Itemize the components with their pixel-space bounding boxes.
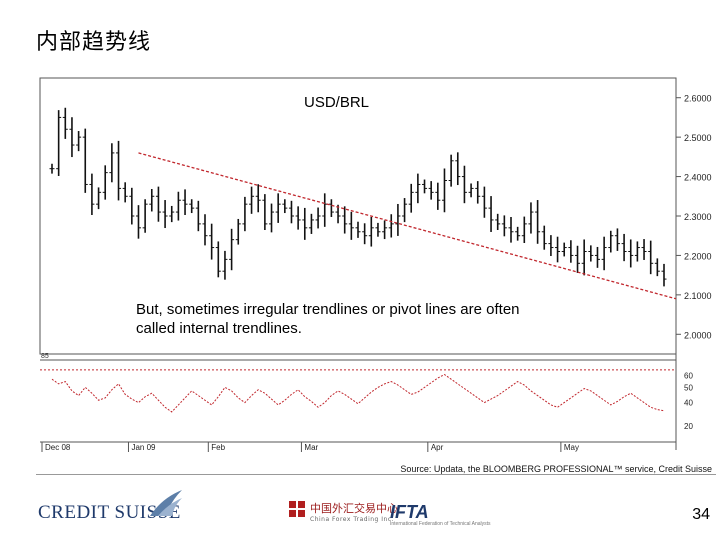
date-tick-label: Feb bbox=[211, 443, 225, 452]
source-note: Source: Updata, the BLOOMBERG PROFESSION… bbox=[400, 464, 712, 474]
osc-marker-label: 85 bbox=[41, 353, 49, 360]
ifta-logo-text: IFTA bbox=[390, 502, 429, 522]
chart-title: USD/BRL bbox=[304, 94, 370, 111]
credit-suisse-logo: CREDIT SUISSE bbox=[38, 502, 181, 523]
cfets-logo: 中国外汇交易中心 China Forex Trading Inc. bbox=[310, 500, 398, 523]
cfets-logo-text: 中国外汇交易中心 bbox=[310, 502, 398, 515]
price-tick-label: 2.2000 bbox=[684, 251, 712, 261]
price-tick-label: 2.3000 bbox=[684, 212, 712, 222]
cfets-mark-icon bbox=[289, 501, 305, 517]
price-tick-label: 2.4000 bbox=[684, 173, 712, 183]
osc-tick-label: 50 bbox=[684, 383, 693, 392]
date-tick-label: Mar bbox=[304, 443, 318, 452]
cfets-logo-subtext: China Forex Trading Inc. bbox=[310, 516, 395, 523]
footer-divider bbox=[36, 474, 716, 475]
page-number: 34 bbox=[692, 506, 710, 523]
price-tick-label: 2.0000 bbox=[684, 330, 712, 340]
price-tick-label: 2.6000 bbox=[684, 94, 712, 104]
oscillator-line bbox=[51, 373, 665, 413]
date-tick-label: Apr bbox=[431, 443, 444, 452]
trendline bbox=[138, 152, 677, 300]
osc-tick-label: 60 bbox=[684, 372, 693, 381]
slide-title: 内部趋势线 bbox=[36, 30, 152, 55]
chart-annotation: But, sometimes irregular trendlines or p… bbox=[136, 301, 520, 337]
date-tick-label: Jan 09 bbox=[131, 443, 156, 452]
chart-canvas: 2.6000 2.5000 2.4000 2.3000 2.2000 2.1000 2.00… bbox=[39, 77, 712, 452]
ifta-logo: IFTA International Federation of Technic… bbox=[390, 502, 491, 527]
price-tick-label: 2.5000 bbox=[684, 133, 712, 143]
date-tick-label: Dec 08 bbox=[45, 443, 71, 452]
date-tick-label: May bbox=[564, 443, 579, 452]
credit-suisse-sails-icon bbox=[150, 490, 182, 516]
price-tick-label: 2.1000 bbox=[684, 291, 712, 301]
ifta-logo-subtext: International Federation of Technical An… bbox=[390, 521, 491, 527]
price-chart: 2.6000 2.5000 2.4000 2.3000 2.2000 2.1000 2.00… bbox=[36, 72, 716, 460]
osc-tick-label: 20 bbox=[684, 422, 693, 431]
osc-tick-label: 40 bbox=[684, 399, 693, 408]
